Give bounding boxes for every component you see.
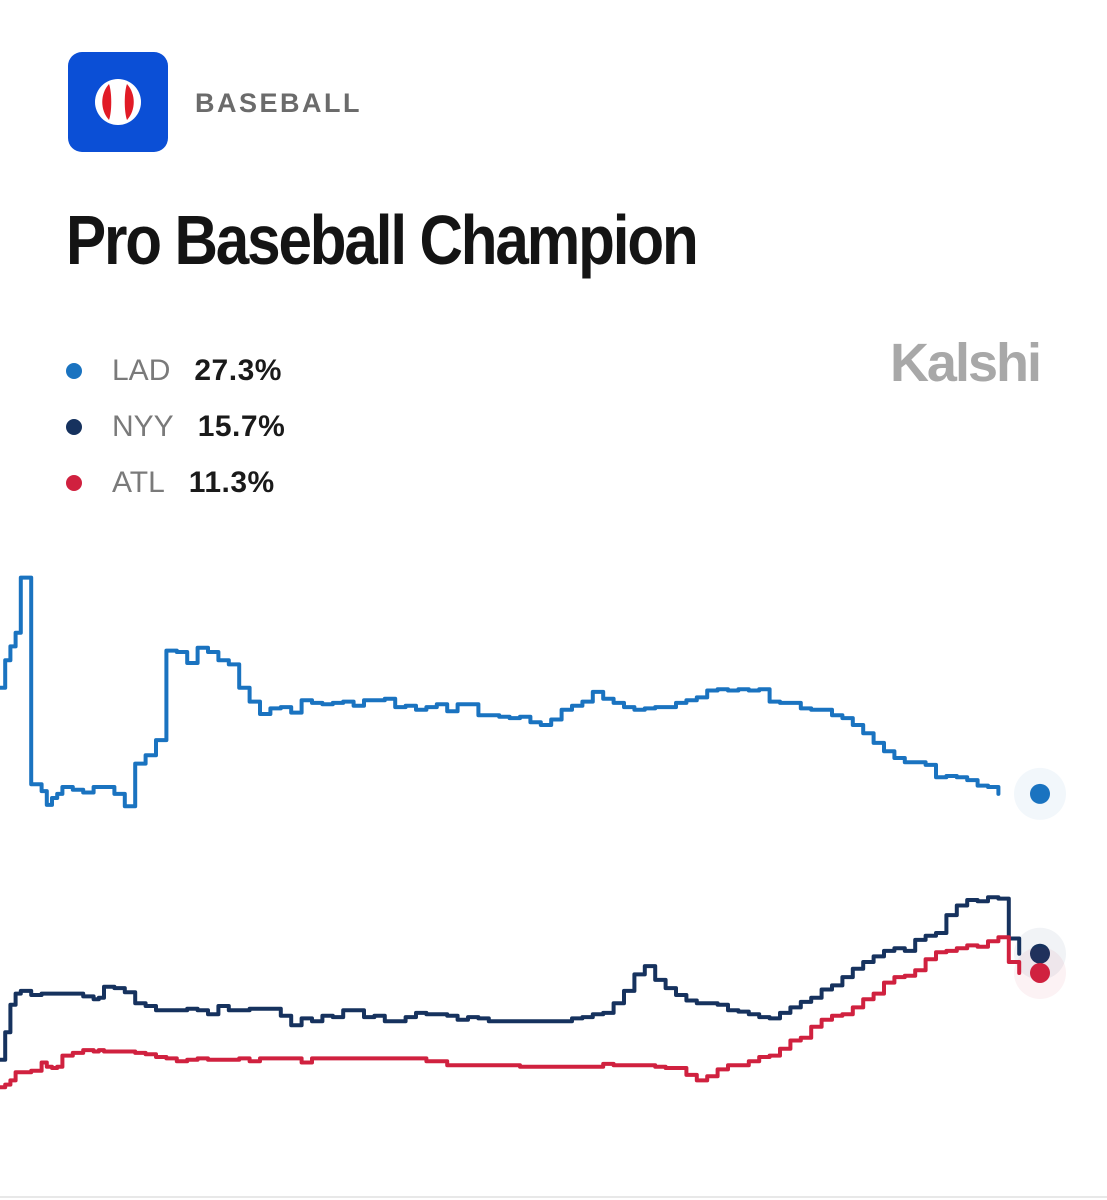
legend-name: ATL — [112, 466, 165, 499]
legend-name: LAD — [112, 354, 171, 387]
legend-value: 11.3% — [188, 466, 275, 499]
legend-name: NYY — [112, 410, 174, 443]
legend-dot-lad — [66, 363, 82, 379]
legend-value: 27.3% — [194, 354, 282, 387]
legend-item-lad: LAD 27.3% — [66, 343, 285, 399]
page-title: Pro Baseball Champion — [66, 201, 699, 279]
series-line-atl — [0, 935, 1022, 1090]
legend-dot-nyy — [66, 419, 82, 435]
category-label: BASEBALL — [195, 88, 362, 118]
legend-value: 15.7% — [197, 410, 286, 443]
end-point-atl[interactable] — [1030, 962, 1050, 983]
legend: LAD 27.3% NYY 15.7% ATL 11.3% — [66, 343, 285, 511]
app-icon — [68, 52, 168, 152]
baseball-icon — [95, 79, 141, 125]
series-line-nyy — [0, 895, 1022, 1062]
legend-item-atl: ATL 11.3% — [66, 455, 285, 511]
series-line-lad — [0, 575, 1001, 809]
end-point-nyy[interactable] — [1030, 943, 1050, 964]
price-chart — [0, 575, 1066, 1090]
legend-dot-atl — [66, 475, 82, 491]
legend-item-nyy: NYY 15.7% — [66, 399, 285, 455]
end-point-lad[interactable] — [1030, 783, 1050, 804]
chart-baseline — [0, 1196, 1107, 1198]
brand-logo: Kalshi — [889, 333, 1042, 393]
